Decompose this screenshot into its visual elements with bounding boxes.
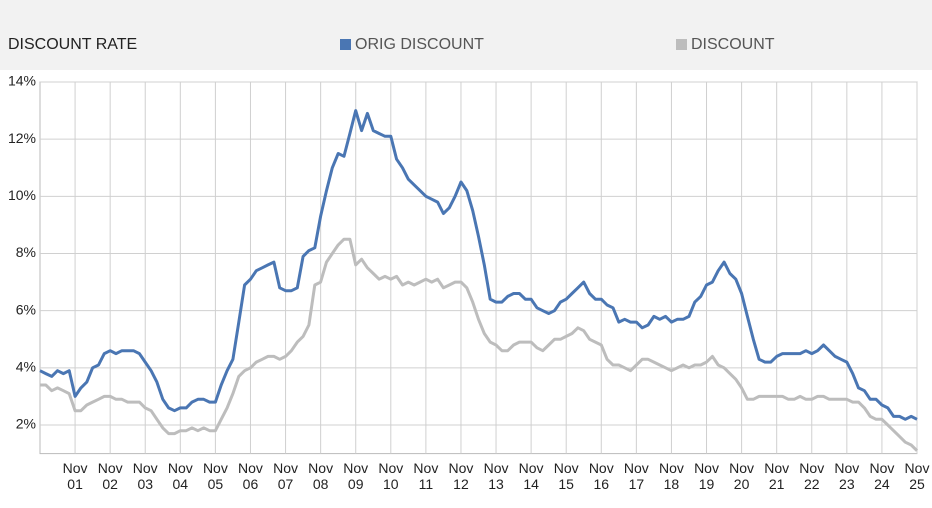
x-tick-label: Nov 02 — [97, 460, 123, 492]
y-tick-label: 14% — [8, 73, 36, 89]
x-tick-label: Nov 13 — [483, 460, 509, 492]
y-tick-label: 8% — [16, 244, 36, 260]
x-tick-label: Nov 08 — [308, 460, 334, 492]
series-line — [40, 237, 919, 452]
x-tick-label: Nov 24 — [869, 460, 895, 492]
x-tick-label: Nov 20 — [729, 460, 755, 492]
x-tick-label: Nov 17 — [623, 460, 649, 492]
x-tick-label: Nov 01 — [62, 460, 88, 492]
x-tick-label: Nov 07 — [273, 460, 298, 492]
x-tick-label: Nov 10 — [378, 460, 404, 492]
header-band — [0, 0, 932, 70]
legend-label: ORIG DISCOUNT — [355, 36, 484, 53]
x-tick-label: Nov 15 — [553, 460, 579, 492]
x-tick-label: Nov 25 — [904, 460, 930, 492]
x-tick-label: Nov 18 — [658, 460, 684, 492]
legend-swatch — [676, 39, 687, 50]
x-tick-label: Nov 23 — [834, 460, 860, 492]
x-tick-label: Nov 03 — [132, 460, 158, 492]
series-line — [39, 109, 918, 421]
x-tick-label: Nov 12 — [448, 460, 474, 492]
x-tick-label: Nov 09 — [343, 460, 369, 492]
x-tick-label: Nov 05 — [202, 460, 228, 492]
x-tick-label: Nov 22 — [799, 460, 825, 492]
x-tick-label: Nov 04 — [167, 460, 193, 492]
y-tick-label: 2% — [16, 416, 36, 432]
y-tick-label: 12% — [8, 130, 36, 146]
x-tick-label: Nov 11 — [413, 460, 439, 492]
legend-label: DISCOUNT — [691, 36, 775, 53]
chart-title: DISCOUNT RATE — [8, 36, 137, 53]
x-tick-label: Nov 06 — [238, 460, 263, 492]
x-tick-label: Nov 19 — [694, 460, 719, 492]
x-tick-label: Nov 16 — [588, 460, 614, 492]
legend-swatch — [340, 39, 351, 50]
y-tick-label: 10% — [8, 187, 36, 203]
plot-area — [39, 81, 918, 455]
x-tick-label: Nov 14 — [518, 460, 544, 492]
y-tick-label: 4% — [16, 359, 36, 375]
x-tick-label: Nov 21 — [764, 460, 790, 492]
y-tick-label: 6% — [16, 301, 36, 317]
